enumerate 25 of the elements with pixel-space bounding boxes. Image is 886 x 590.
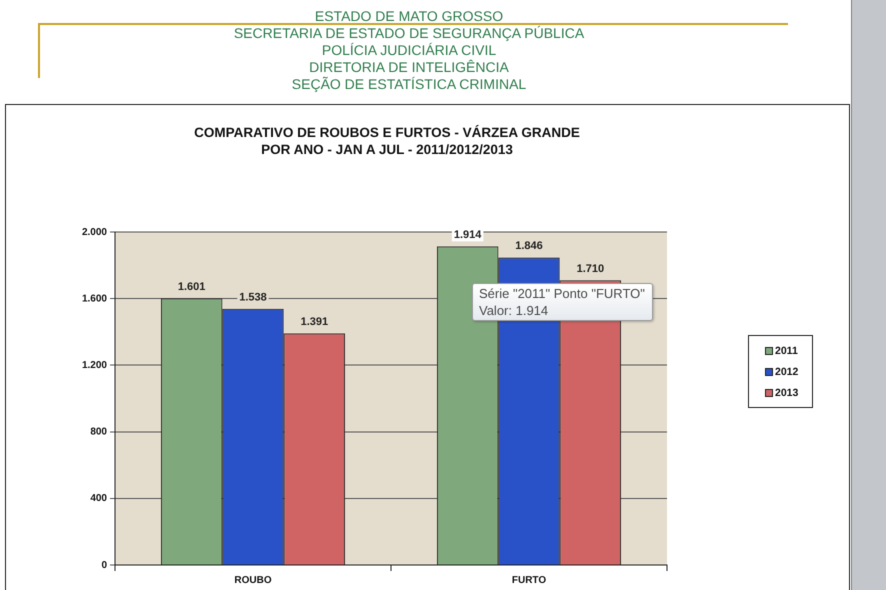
y-tick-label: 0 <box>101 560 108 571</box>
text: POLÍCIA JUDICIÁRIA CIVIL <box>320 42 498 59</box>
data-label: 1.601 <box>178 280 206 293</box>
x-tick-label: FURTO <box>512 574 546 586</box>
legend-label: 2012 <box>775 366 798 378</box>
y-tick-label: 1.200 <box>82 360 108 371</box>
legend-label: 2013 <box>775 386 798 398</box>
chart-subtitle: POR ANO - JAN A JUL - 2011/2012/2013 <box>260 141 514 158</box>
data-label: 1.391 <box>300 316 328 328</box>
y-tick-label: 1.600 <box>82 293 108 304</box>
data-label: 1.710 <box>576 262 604 275</box>
y-tick-label: 800 <box>90 426 108 438</box>
y-tick-label: 400 <box>90 493 108 504</box>
y-tick-label: 2.000 <box>82 226 108 238</box>
annotation: Série "2011" Ponto "FURTO" Valor: 1.914 <box>472 283 653 321</box>
legend-label: 2011 <box>775 344 798 356</box>
data-label: 1.538 <box>239 291 267 304</box>
text: SEÇÃO DE ESTATÍSTICA CRIMINAL <box>290 76 528 93</box>
text: SECRETARIA DE ESTADO DE SEGURANÇA PÚBLICA <box>232 25 586 42</box>
text: ESTADO DE MATO GROSSO <box>314 8 504 25</box>
data-label: 1.914 <box>454 228 482 241</box>
chart-title: COMPARATIVO DE ROUBOS E FURTOS - VÁRZEA GRANDE <box>193 124 581 141</box>
data-label: 1.846 <box>515 240 543 252</box>
x-tick-label: ROUBO <box>234 574 272 586</box>
text: DIRETORIA DE INTELIGÊNCIA <box>308 59 510 76</box>
